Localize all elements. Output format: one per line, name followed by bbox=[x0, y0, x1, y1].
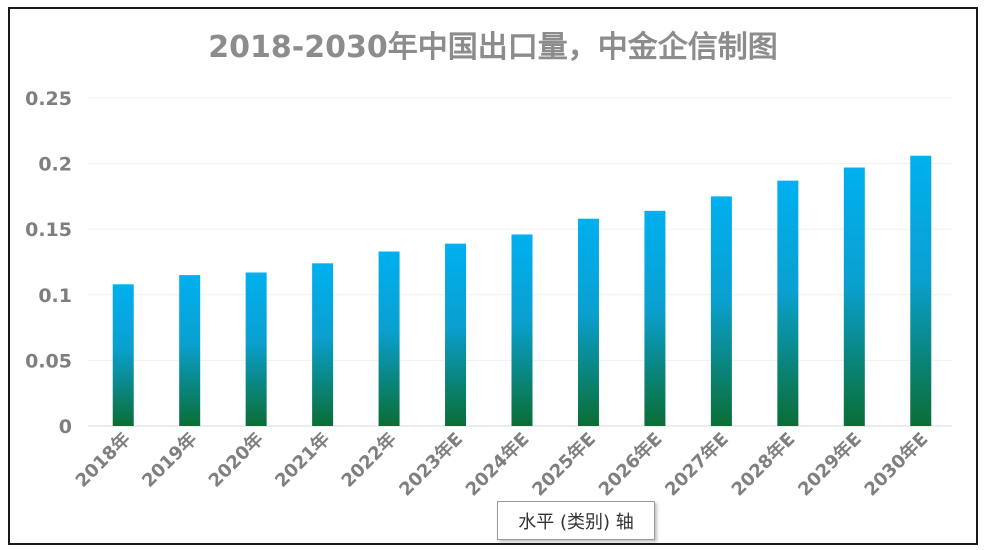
bar[interactable] bbox=[312, 263, 334, 426]
x-tick-label: 2025年E bbox=[528, 428, 600, 500]
chart-area[interactable] bbox=[8, 7, 978, 545]
y-tick-label: 0.2 bbox=[38, 154, 72, 176]
x-tick-label: 2029年E bbox=[793, 428, 865, 500]
bar[interactable] bbox=[445, 243, 467, 426]
bar[interactable] bbox=[843, 167, 865, 426]
y-axis-ticks: 0 0.05 0.1 0.15 0.2 0.25 bbox=[25, 88, 72, 438]
x-tick-label: 2024年E bbox=[461, 428, 533, 500]
x-tick-label: 2020年 bbox=[204, 428, 268, 492]
x-tick-label: 2030年E bbox=[860, 428, 932, 500]
y-tick-label: 0.1 bbox=[38, 285, 72, 307]
chart-title[interactable]: 2018-2030年中国出口量，中金企信制图 bbox=[208, 30, 778, 65]
bar[interactable] bbox=[644, 210, 666, 426]
bar[interactable] bbox=[577, 218, 599, 426]
bar[interactable] bbox=[777, 180, 799, 426]
y-tick-label: 0 bbox=[59, 416, 72, 438]
y-tick-label: 0.25 bbox=[25, 88, 72, 110]
x-axis-ticks: 2018年 2019年 2020年 2021年 2022年2023年E2024年E202… bbox=[71, 428, 932, 500]
y-tick-label: 0.15 bbox=[25, 219, 72, 241]
x-tick-label: 2018年 bbox=[71, 428, 135, 492]
bar[interactable] bbox=[511, 234, 533, 426]
y-tick-label: 0.05 bbox=[25, 350, 72, 372]
bar[interactable] bbox=[179, 275, 201, 426]
x-tick-label: 2027年E bbox=[661, 428, 733, 500]
bar[interactable] bbox=[910, 155, 932, 426]
x-tick-label: 2028年E bbox=[727, 428, 799, 500]
axis-tooltip: 水平 (类别) 轴 bbox=[497, 501, 655, 540]
bars bbox=[112, 155, 932, 426]
bar[interactable] bbox=[710, 196, 732, 426]
x-tick-label: 2026年E bbox=[594, 428, 666, 500]
bar[interactable] bbox=[112, 284, 134, 426]
x-tick-label: 2022年 bbox=[337, 428, 401, 492]
x-tick-label: 2023年E bbox=[395, 428, 467, 500]
bar[interactable] bbox=[378, 251, 400, 426]
x-tick-label: 2019年 bbox=[138, 428, 202, 492]
x-tick-label: 2021年 bbox=[270, 428, 334, 492]
bar[interactable] bbox=[245, 272, 267, 426]
